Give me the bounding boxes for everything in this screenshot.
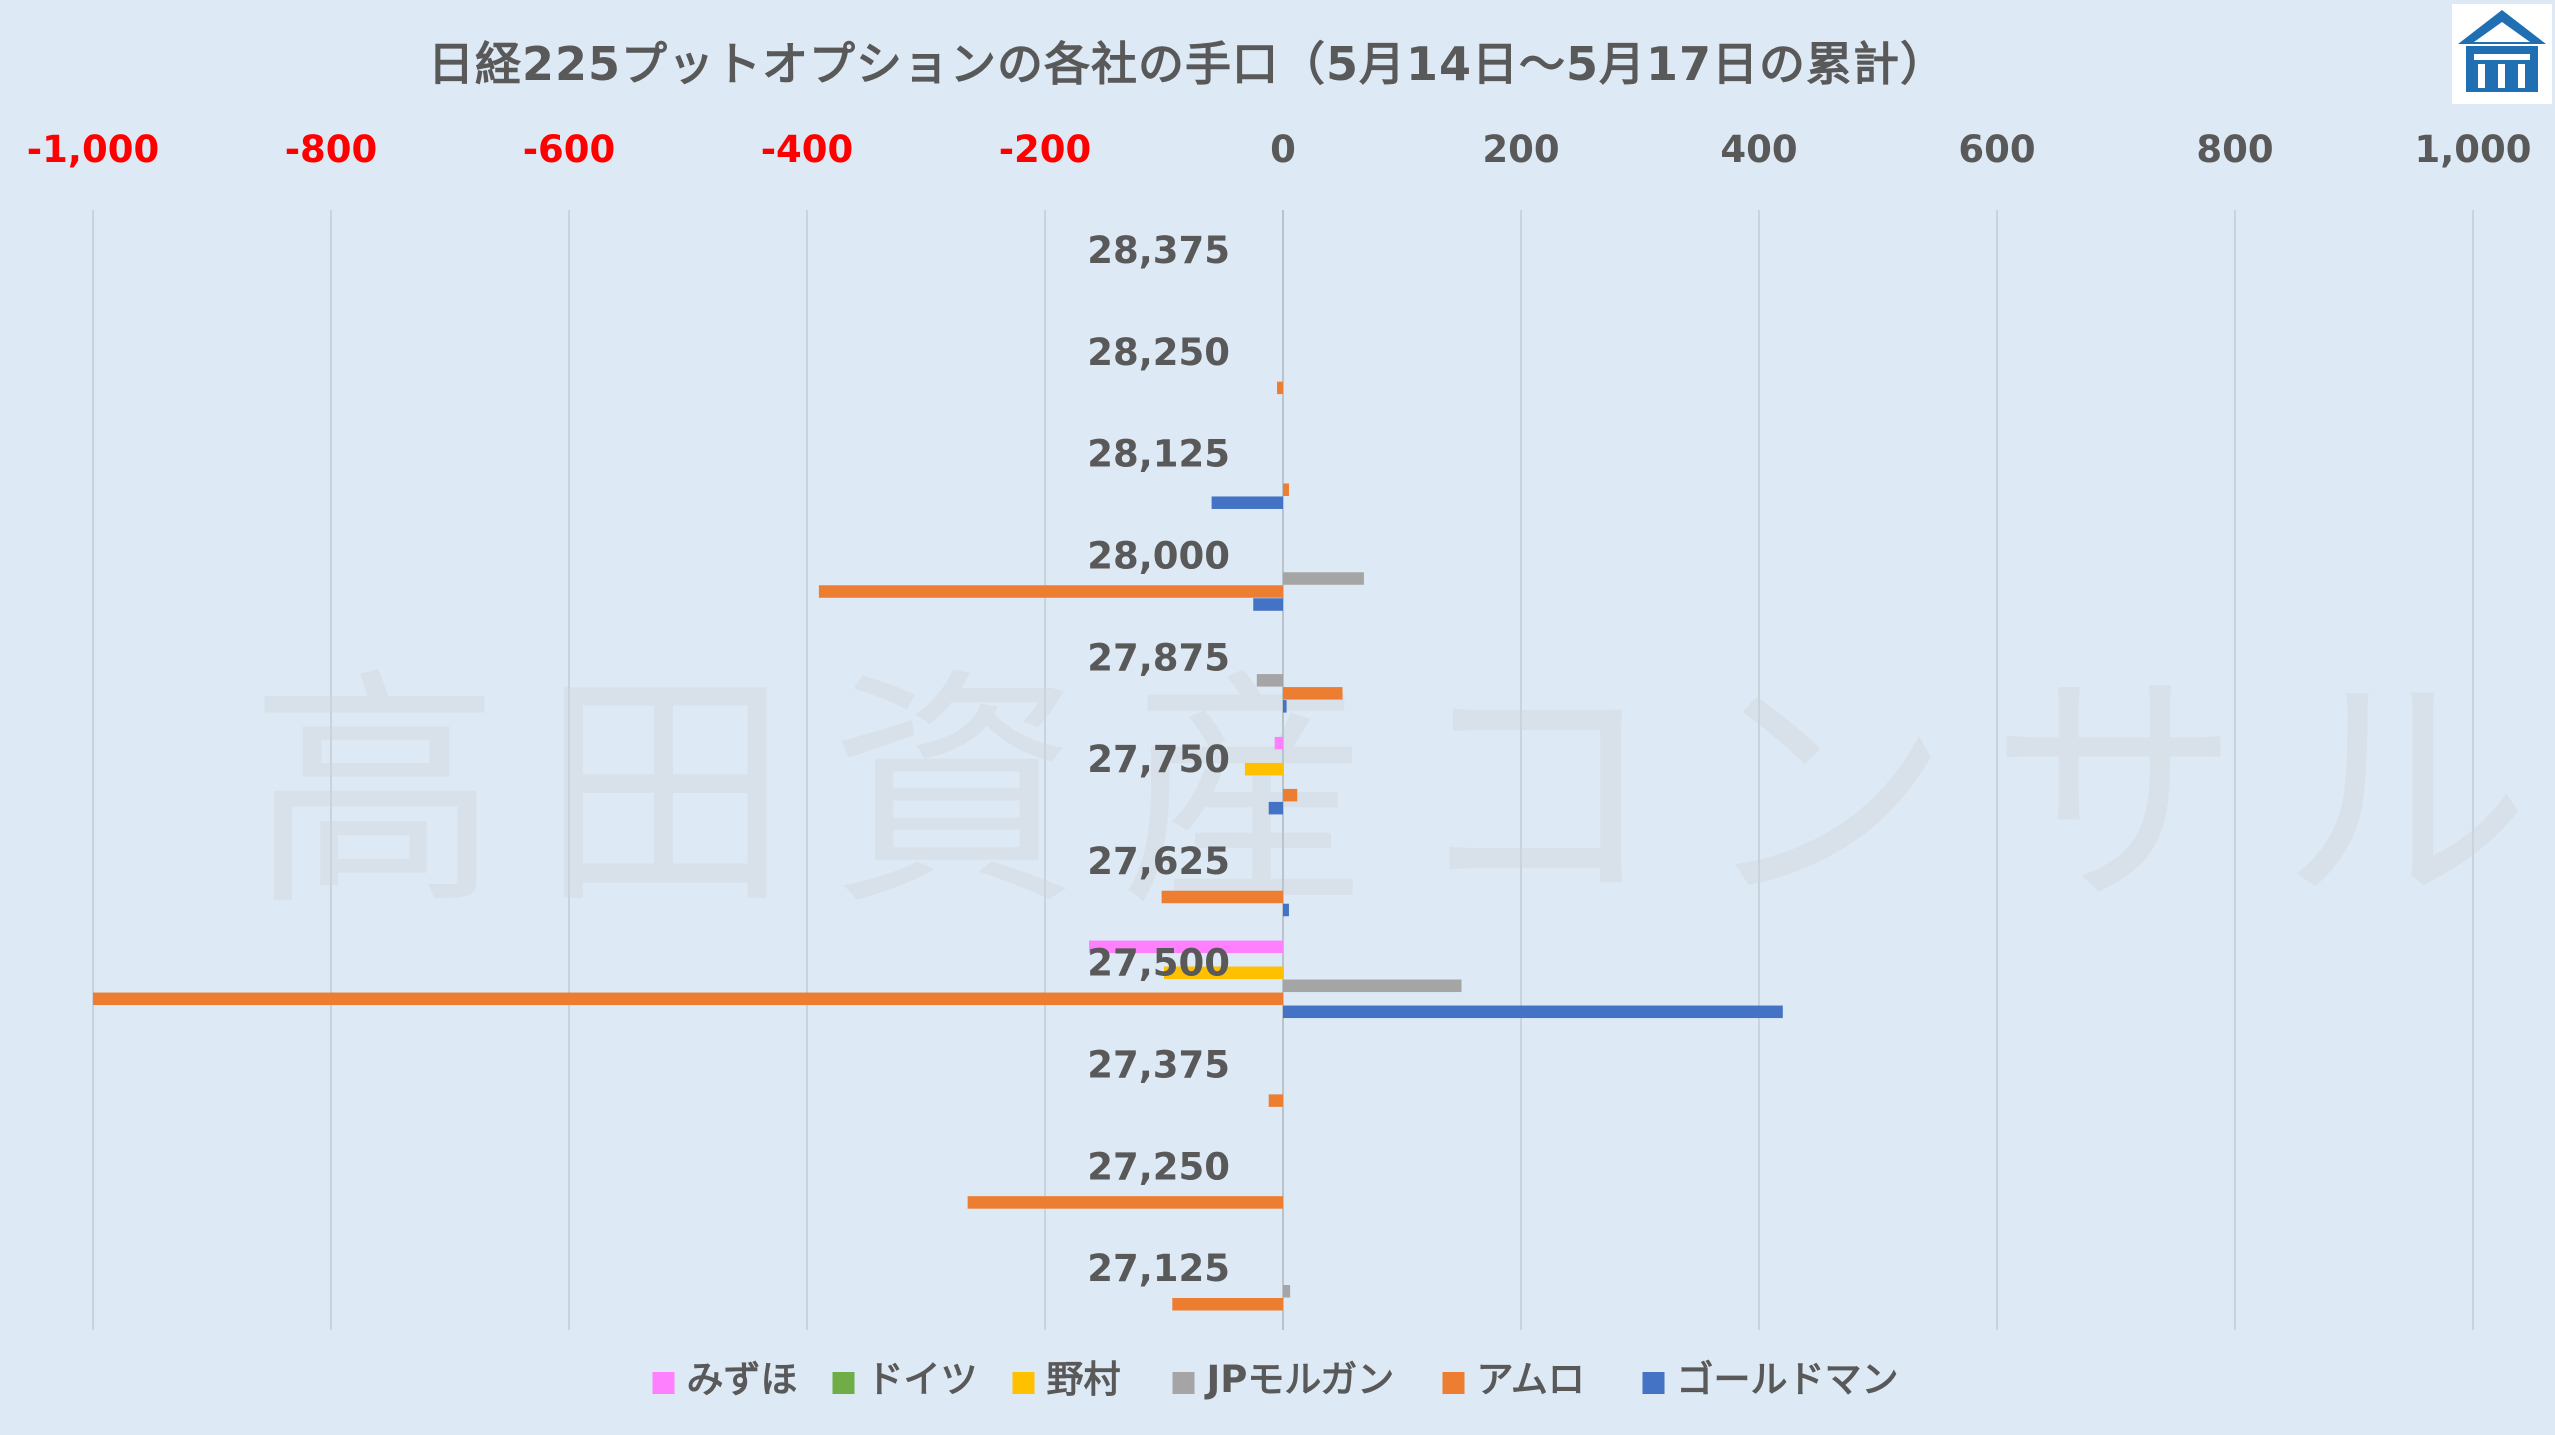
legend-swatch [1172, 1372, 1195, 1394]
bar [967, 1196, 1283, 1209]
x-tick-label: 400 [1720, 128, 1797, 171]
bar [1283, 788, 1298, 802]
legend-label: ドイツ [867, 1358, 978, 1401]
x-tick-label: -800 [285, 128, 378, 171]
bar [1268, 1094, 1283, 1107]
x-tick-label: -400 [761, 128, 854, 171]
x-tick-label: 600 [1958, 128, 2035, 171]
bar [1244, 762, 1283, 776]
x-tick-label: -600 [523, 128, 616, 171]
y-category-label: 27,500 [1087, 942, 1230, 985]
bar [1283, 1005, 1783, 1019]
bar [1283, 979, 1462, 993]
bar [1253, 598, 1283, 611]
bar [1256, 674, 1283, 687]
y-category-label: 27,875 [1087, 636, 1230, 679]
y-category-label: 27,375 [1087, 1044, 1230, 1087]
y-category-label: 27,125 [1087, 1247, 1230, 1290]
bar [1268, 801, 1283, 815]
y-category-label: 27,750 [1087, 738, 1230, 781]
bar [1172, 1298, 1283, 1311]
chart-title: 日経225プットオプションの各社の手口（5月14日～5月17日の累計） [428, 37, 1948, 91]
legend-label: JPモルガン [1204, 1358, 1395, 1401]
legend-label: みずほ [687, 1358, 798, 1401]
bar [1211, 496, 1283, 509]
y-category-label: 28,000 [1087, 534, 1230, 577]
bar [818, 585, 1283, 598]
bar [1283, 687, 1343, 700]
legend-swatch [1012, 1372, 1035, 1394]
house-logo-icon [2452, 4, 2552, 104]
legend-swatch [1642, 1372, 1665, 1394]
bar [1089, 940, 1283, 954]
legend-swatch [832, 1372, 855, 1394]
x-tick-label: 1,000 [2414, 128, 2531, 171]
y-category-label: 28,250 [1087, 331, 1230, 374]
bar [1283, 700, 1287, 713]
y-category-label: 27,250 [1087, 1145, 1230, 1188]
bar [1164, 966, 1283, 980]
bar [1283, 483, 1289, 496]
legend-swatch [1442, 1372, 1465, 1394]
y-category-label: 28,125 [1087, 433, 1230, 476]
y-category-label: 27,625 [1087, 840, 1230, 883]
legend-swatch [652, 1372, 675, 1394]
legend-label: ゴールドマン [1677, 1358, 1899, 1401]
x-tick-label: 0 [1270, 128, 1296, 171]
bar [1283, 572, 1364, 585]
legend-label: 野村 [1047, 1358, 1121, 1401]
bar [1283, 903, 1289, 917]
watermark: 高田資産コンサル [250, 648, 2555, 939]
y-category-label: 28,375 [1087, 229, 1230, 272]
x-tick-label: -1,000 [27, 128, 159, 171]
bar [1277, 381, 1283, 395]
bar [93, 992, 1283, 1006]
x-tick-label: 800 [2196, 128, 2273, 171]
legend-label: アムロ [1477, 1358, 1585, 1401]
bar [1161, 890, 1283, 904]
x-tick-label: 200 [1482, 128, 1559, 171]
bar [1274, 736, 1283, 750]
x-tick-label: -200 [999, 128, 1092, 171]
bar [1283, 1285, 1291, 1298]
